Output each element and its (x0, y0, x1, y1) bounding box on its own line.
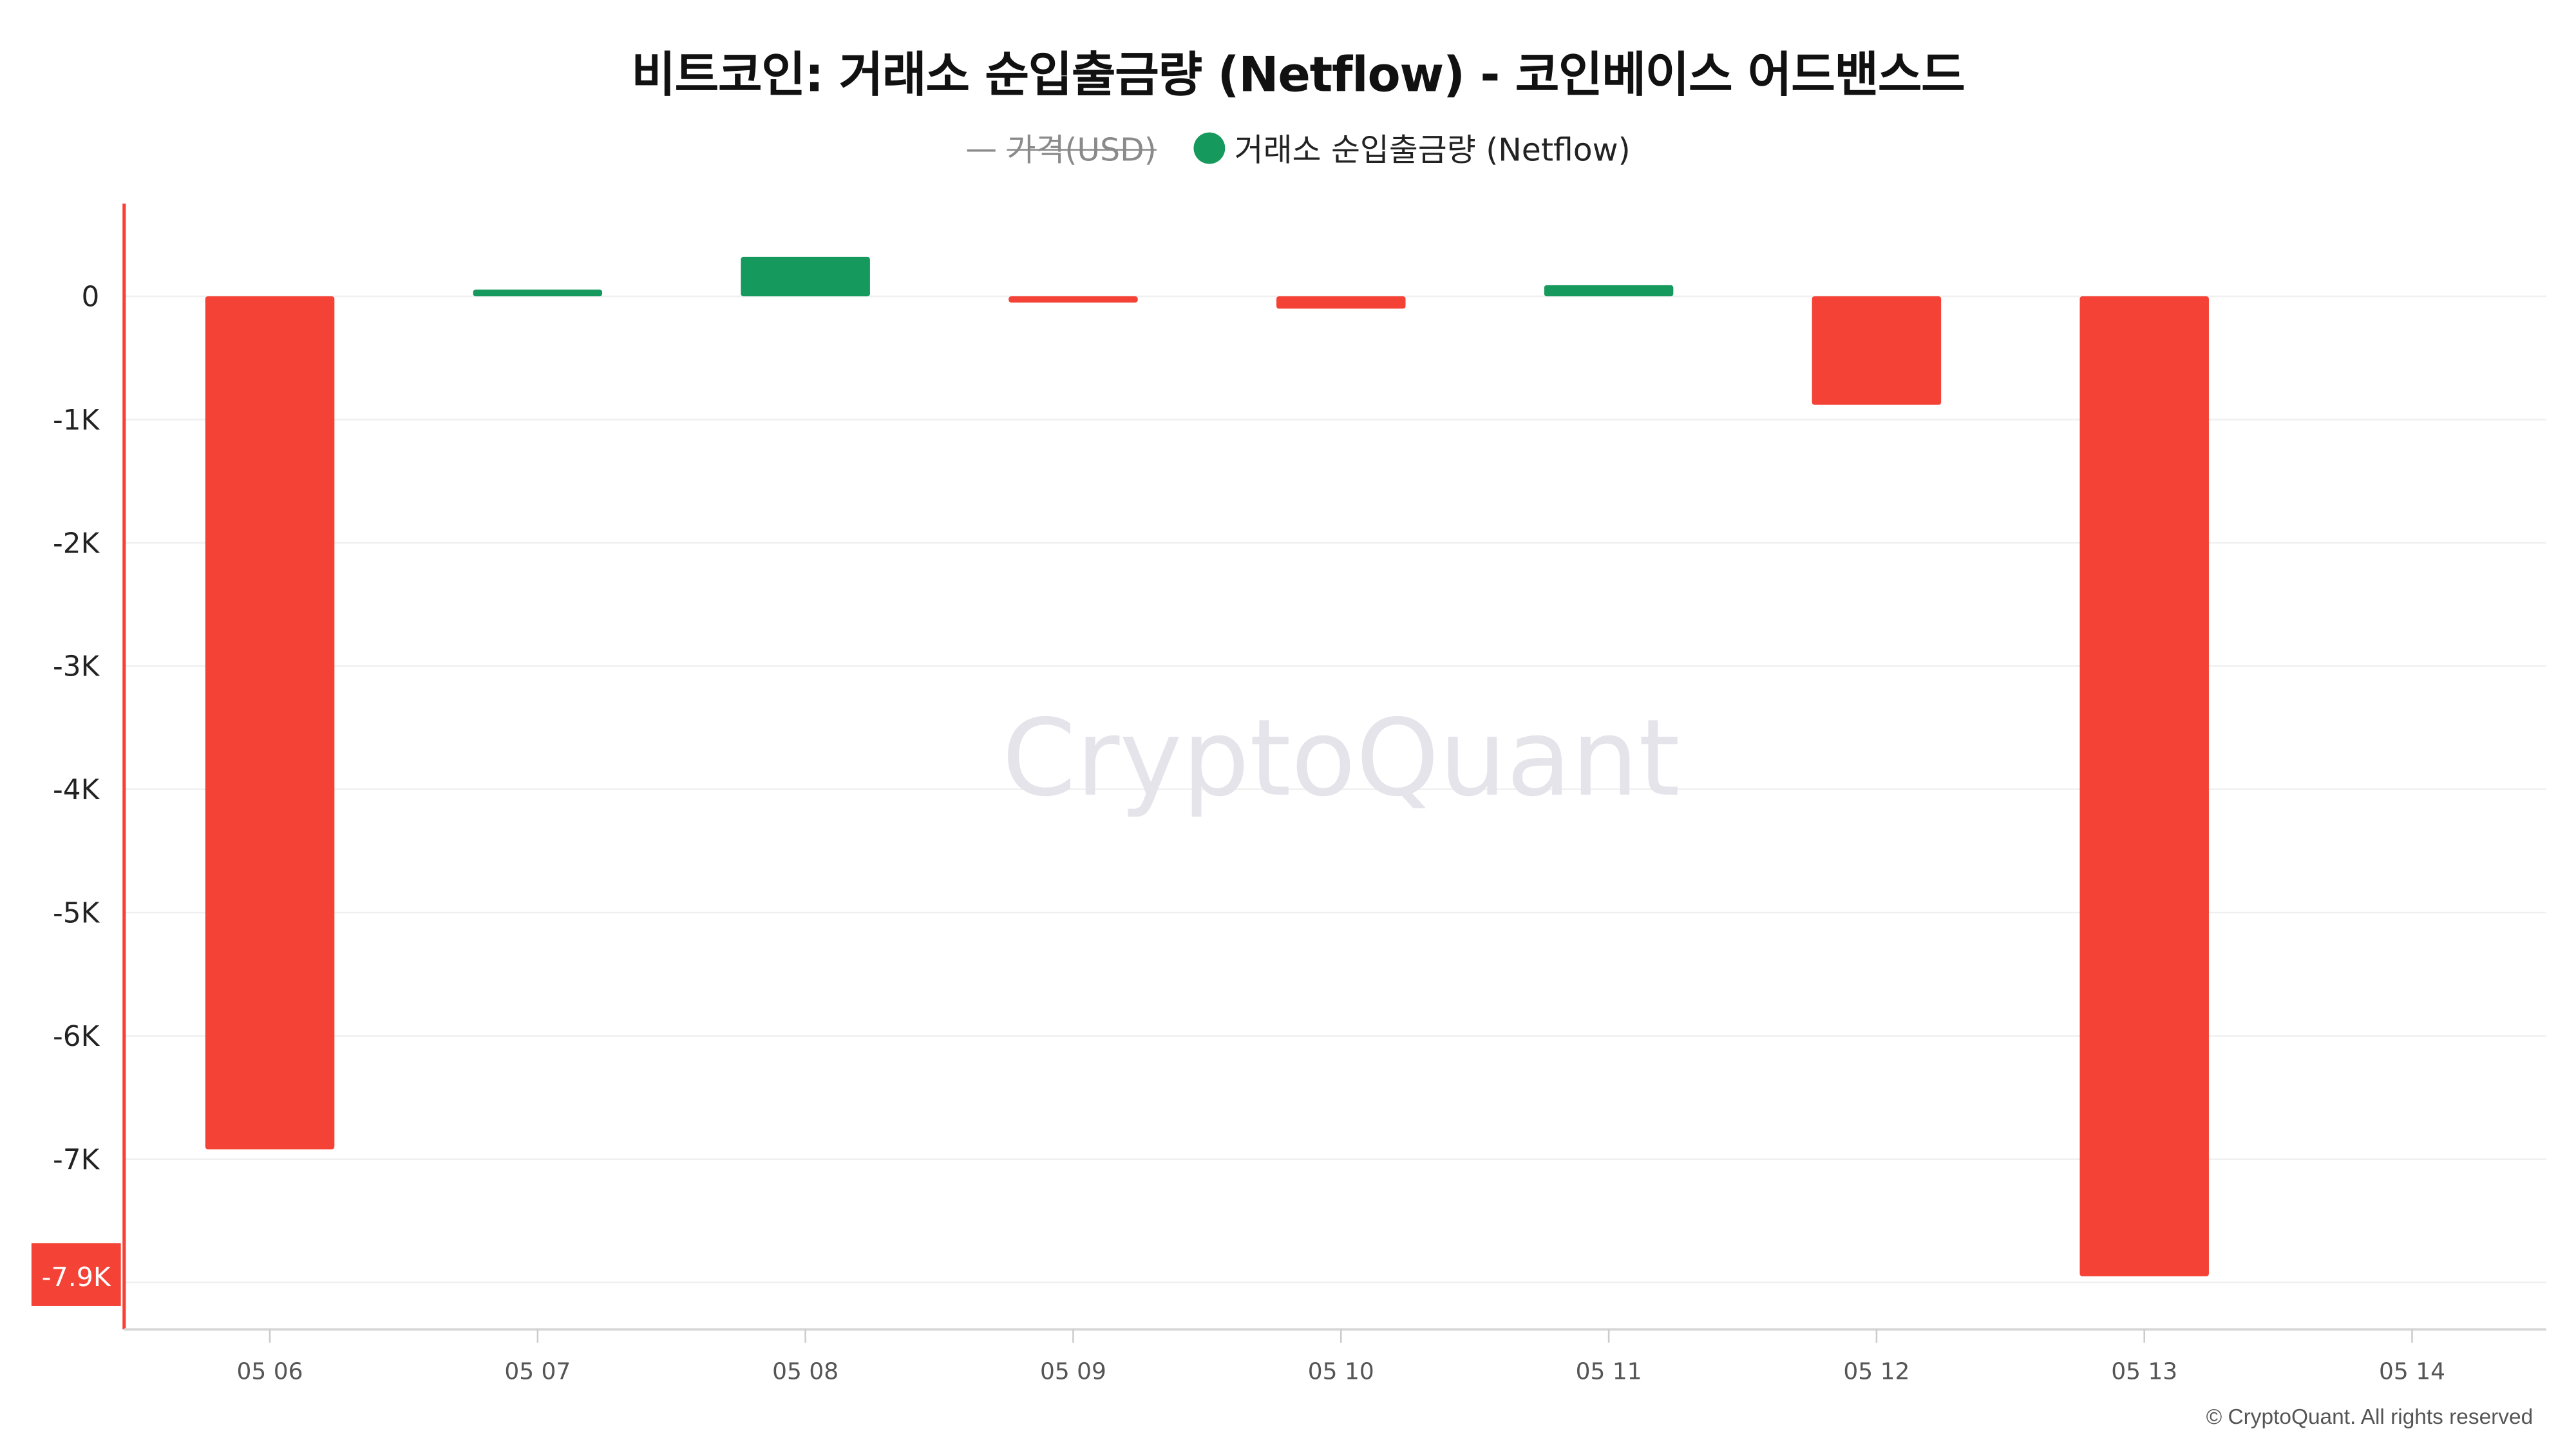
x-tick-label: 05 10 (1308, 1358, 1374, 1385)
netflow-bar-05-13[interactable] (2079, 296, 2209, 1276)
bars (205, 256, 2209, 1276)
x-tick-label: 05 12 (1843, 1358, 1909, 1385)
last-value-label: -7.9K (42, 1262, 111, 1293)
legend-item-price[interactable]: — 가격(USD) (965, 126, 1157, 170)
netflow-bar-05-08[interactable] (741, 256, 870, 297)
y-tick-label: -2K (53, 527, 100, 560)
x-tick-labels: 05 06 05 07 05 08 05 09 05 10 05 11 05 12 05 13… (237, 1329, 2445, 1385)
netflow-bar-05-10[interactable] (1276, 296, 1406, 309)
legend-price-line-icon: — (965, 129, 998, 167)
y-tick-label: -7K (53, 1143, 100, 1176)
netflow-bar-05-07[interactable] (473, 289, 603, 297)
chart-title: 비트코인: 거래소 순입출금량 (Netflow) - 코인베이스 어드밴스드 (631, 46, 1965, 103)
y-tick-labels: 0 -1K -2K -3K -4K -5K -6K -7K (53, 281, 100, 1177)
axes (122, 204, 2546, 1331)
y-tick-label: -6K (53, 1020, 100, 1053)
y-tick-label: 0 (81, 281, 99, 314)
x-tick-label: 05 13 (2111, 1358, 2177, 1385)
y-tick-label: -5K (53, 897, 100, 930)
netflow-bar-05-12[interactable] (1812, 296, 1942, 405)
last-value-badge-bg (31, 1243, 121, 1306)
legend-price-label: 가격(USD) (1007, 132, 1157, 169)
y-tick-label: -4K (53, 773, 100, 806)
y-tick-label: -1K (53, 404, 100, 437)
copyright-notice: © CryptoQuant. All rights reserved (2206, 1403, 2533, 1429)
x-tick-label: 05 14 (2379, 1358, 2445, 1385)
x-tick-label: 05 08 (772, 1358, 838, 1385)
legend-item-netflow[interactable]: 거래소 순입출금량 (Netflow) (1193, 126, 1631, 170)
netflow-bar-05-06[interactable] (205, 296, 335, 1150)
legend-netflow-label: 거래소 순입출금량 (Netflow) (1234, 132, 1631, 169)
legend-netflow-dot-icon (1193, 132, 1225, 164)
x-tick-label: 05 07 (504, 1358, 571, 1385)
last-value-badge: -7.9K (31, 1243, 121, 1306)
x-tick-label: 05 09 (1040, 1358, 1106, 1385)
legend: — 가격(USD) 거래소 순입출금량 (Netflow) (0, 126, 2576, 170)
netflow-bar-05-09[interactable] (1009, 296, 1138, 303)
x-tick-label: 05 06 (237, 1358, 303, 1385)
watermark-logo: CryptoQuant (1002, 696, 1680, 820)
netflow-bar-05-11[interactable] (1544, 285, 1674, 297)
y-tick-label: -3K (53, 650, 100, 683)
x-tick-label: 05 11 (1576, 1358, 1642, 1385)
